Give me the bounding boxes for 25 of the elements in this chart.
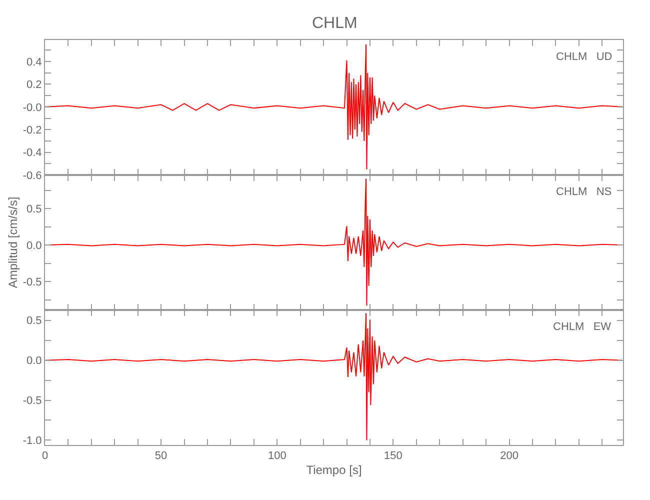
annotation: CHLM UD (556, 51, 612, 63)
y-tick-label: -0.6 (22, 170, 42, 182)
y-tick-label: 0.4 (26, 56, 42, 68)
y-tick-label: -0.4 (22, 147, 42, 160)
y-tick-label: -0.0 (22, 102, 42, 114)
annotation: CHLM NS (556, 186, 612, 198)
y-tick-label: -1.0 (22, 435, 42, 448)
y-axis-title: Amplitud [cm/s/s] (6, 196, 20, 288)
x-axis-title: Tiempo [s] (306, 463, 362, 478)
y-tick-label: 0.0 (26, 240, 42, 252)
y-tick-label: -0.5 (22, 276, 42, 288)
y-tick-label: 0.0 (26, 355, 42, 368)
x-tick-label: 150 (384, 450, 402, 462)
x-tick-label: 0 (42, 450, 48, 462)
y-tick-label: -0.2 (22, 124, 42, 136)
x-tick-label: 50 (154, 450, 168, 462)
annotation: CHLM EW (553, 321, 612, 333)
chart-title: CHLM (312, 15, 358, 32)
x-tick-label: 200 (500, 450, 518, 462)
y-tick-label: 0.2 (26, 79, 42, 92)
x-tick-label: 100 (268, 450, 286, 462)
y-tick-label: -0.5 (22, 395, 42, 408)
y-tick-label: 0.5 (26, 203, 42, 216)
y-tick-label: 0.5 (26, 315, 42, 328)
line-series (45, 312, 623, 441)
